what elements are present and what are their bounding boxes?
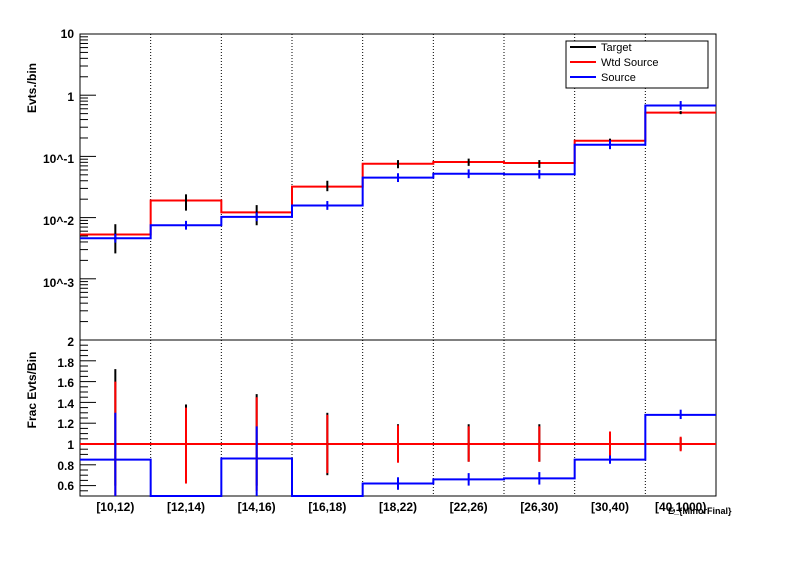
legend-box — [565, 40, 709, 89]
bottom-y-tick-label: 0.8 — [57, 459, 74, 473]
bottom-y-tick-label: 0.6 — [57, 479, 74, 493]
top-y-axis-label: Evts./bin — [25, 63, 39, 113]
x-category-labels: [10,12) [12,14) [14,16) [16,18) [18,22) [22,2… — [96, 500, 706, 514]
bottom-y-tick-label: 1.8 — [57, 356, 74, 370]
top-y-tick-label: 10^-3 — [43, 276, 74, 290]
legend-label-target: Target — [601, 42, 632, 54]
x-category-label: [26,30) — [520, 500, 558, 514]
x-category-label: [10,12) — [96, 500, 134, 514]
x-category-label: [18,22) — [379, 500, 417, 514]
x-axis-label: E_{MinorFinal} — [668, 506, 732, 516]
x-category-label: [30,40) — [591, 500, 629, 514]
bottom-y-tick-label: 1.2 — [57, 417, 74, 431]
top-y-tick-label: 1 — [67, 90, 74, 104]
legend: Target Wtd Source Source — [565, 40, 709, 89]
bottom-y-tick-label: 1.6 — [57, 376, 74, 390]
top-y-axis-ticks — [80, 33, 96, 341]
x-category-label: [40,1000) — [655, 500, 706, 514]
top-y-tick-label: 10^-2 — [43, 214, 74, 228]
top-y-tick-label: 10 — [61, 27, 75, 41]
top-step-source — [80, 104, 716, 240]
x-category-label: [22,26) — [450, 500, 488, 514]
legend-label-wtd-source: Wtd Source — [601, 57, 658, 69]
bottom-y-tick-label: 2 — [67, 335, 74, 349]
bottom-y-axis-label: Frac Evts/Bin — [25, 352, 39, 429]
bottom-y-tick-label: 1 — [67, 438, 74, 452]
bottom-dotted-gridlines — [150, 340, 646, 496]
top-series-group — [80, 101, 716, 254]
bottom-y-tick-label: 1.4 — [57, 397, 74, 411]
bottom-series-group — [80, 369, 716, 497]
legend-label-source: Source — [601, 72, 636, 84]
bottom-plot-frame — [79, 339, 717, 497]
x-category-label: [16,18) — [308, 500, 346, 514]
bottom-y-axis-ticks — [80, 339, 96, 497]
x-category-label: [12,14) — [167, 500, 205, 514]
x-category-label: [14,16) — [238, 500, 276, 514]
top-y-tick-label: 10^-1 — [43, 152, 74, 166]
